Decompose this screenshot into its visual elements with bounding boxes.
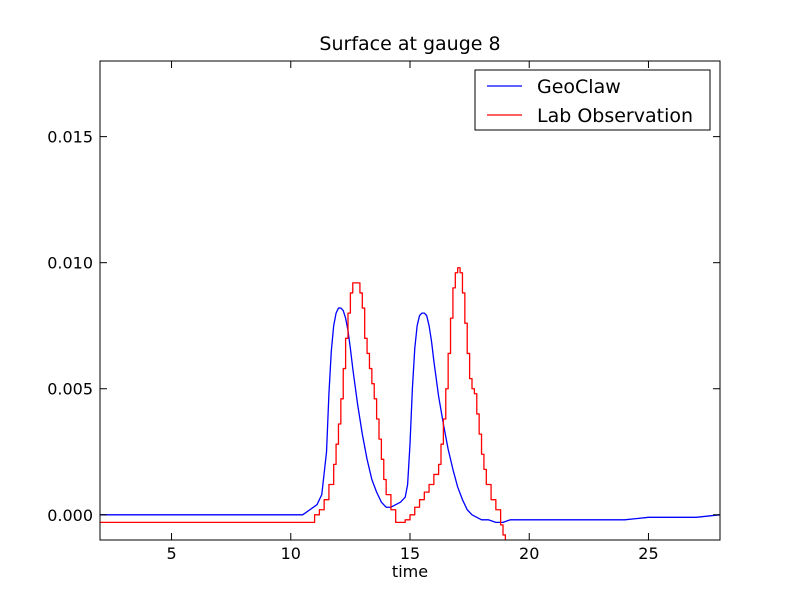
legend-box [474, 69, 711, 131]
y-tick-label: 0.010 [47, 254, 93, 273]
legend-label-lab-observation: Lab Observation [537, 105, 693, 127]
legend: GeoClaw Lab Observation [474, 69, 711, 131]
series-line-lab-observation [100, 267, 507, 540]
x-tick-label: 15 [400, 544, 420, 563]
x-axis: 5 10 15 20 25 [166, 61, 659, 563]
chart-title: Surface at gauge 8 [319, 33, 500, 55]
x-tick-label: 10 [281, 544, 301, 563]
y-tick-label: 0.000 [47, 506, 93, 525]
x-axis-label: time [392, 562, 428, 581]
x-tick-label: 20 [519, 544, 539, 563]
x-tick-label: 5 [166, 544, 176, 563]
legend-label-geoclaw: GeoClaw [537, 76, 621, 98]
x-tick-label: 25 [638, 544, 658, 563]
series-layer [100, 267, 720, 540]
y-tick-label: 0.015 [47, 128, 93, 147]
series-line-geoclaw [100, 307, 720, 524]
y-tick-label: 0.005 [47, 380, 93, 399]
y-axis: 0.000 0.005 0.010 0.015 [47, 128, 720, 525]
